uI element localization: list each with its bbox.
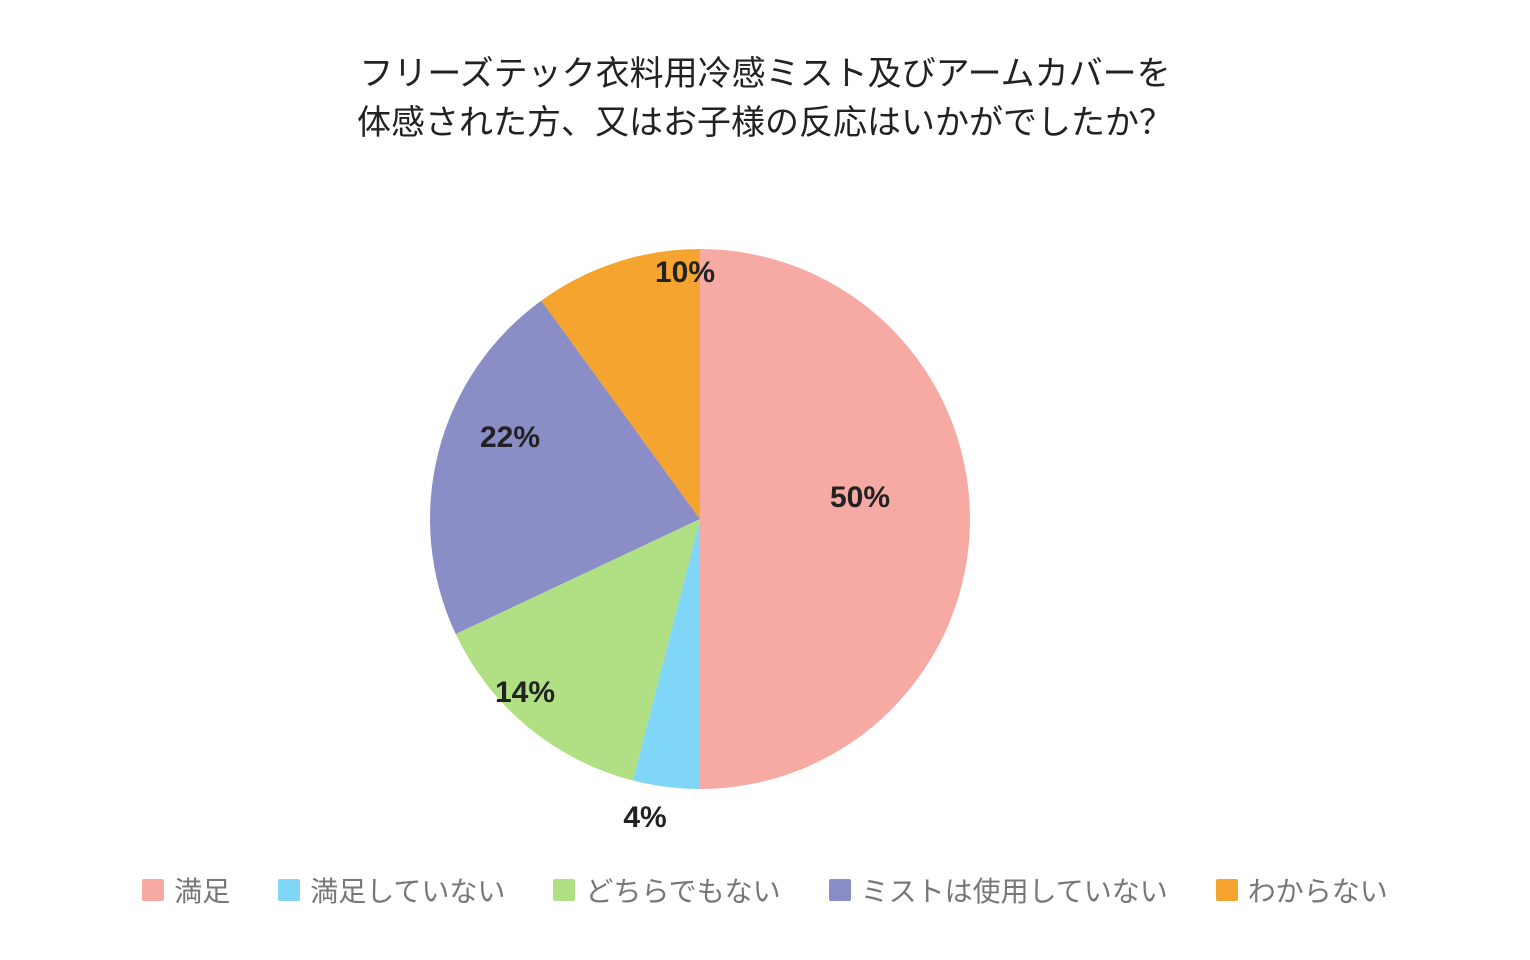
legend-swatch xyxy=(1216,879,1238,901)
pie-chart: 50% 4% 14% 22% 10% xyxy=(0,149,1530,870)
legend-label: わからない xyxy=(1248,870,1388,910)
pie-slice-label: 50% xyxy=(830,481,890,514)
pie-svg: 50% 4% 14% 22% 10% xyxy=(0,159,1530,859)
pie-slice-label: 4% xyxy=(623,801,666,834)
legend-swatch xyxy=(829,879,851,901)
chart-title: フリーズテック衣料用冷感ミスト及びアームカバーを 体感された方、又はお子様の反応… xyxy=(357,50,1173,149)
legend-item: ミストは使用していない xyxy=(829,870,1168,910)
pie-slice-label: 10% xyxy=(655,256,715,289)
pie-slice xyxy=(700,249,970,789)
pie-slice-label: 22% xyxy=(480,421,540,454)
legend-swatch xyxy=(553,879,575,901)
legend-item: 満足していない xyxy=(278,870,505,910)
legend-label: 満足 xyxy=(174,870,230,910)
legend-swatch xyxy=(142,879,164,901)
chart-title-line1: フリーズテック衣料用冷感ミスト及びアームカバーを xyxy=(357,50,1173,99)
chart-title-line2: 体感された方、又はお子様の反応はいかがでしたか？ xyxy=(357,99,1173,148)
legend-item: どちらでもない xyxy=(553,870,780,910)
pie-slice-label: 14% xyxy=(495,676,555,709)
legend-swatch xyxy=(278,879,300,901)
legend-label: どちらでもない xyxy=(585,870,780,910)
legend-item: 満足 xyxy=(142,870,230,910)
legend: 満足 満足していない どちらでもない ミストは使用していない わからない xyxy=(0,870,1530,910)
legend-item: わからない xyxy=(1216,870,1388,910)
legend-label: 満足していない xyxy=(310,870,505,910)
legend-label: ミストは使用していない xyxy=(861,870,1168,910)
